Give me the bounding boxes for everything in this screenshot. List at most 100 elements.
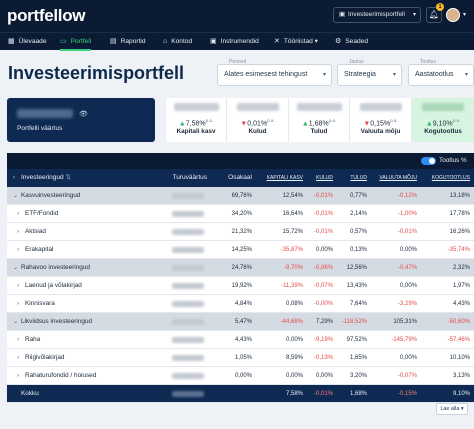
table-row[interactable]: › Erakapital 14,25% -35,87% 0,00% 0,13% 0,00% -… [7,241,474,259]
return-percent-toggle[interactable] [421,157,436,165]
chevron-down-icon: ▾ [460,406,464,412]
cell-capital: -9,70% [283,265,303,271]
nav-item-tooriistad[interactable]: ✕ Tööriistad ▾ [274,38,318,45]
table-row[interactable]: › Laenud ja võlakirjad 19,92% -11,39% -0,07%… [7,277,474,295]
chevron-right-icon[interactable]: › [17,337,19,343]
chevron-down-icon: ▾ [392,72,396,78]
notifications-button[interactable]: 🔔︎ [426,7,442,23]
cell-share: 5,47% [234,319,252,325]
cell-income: -118,52% [341,319,367,325]
cell-fx: -0,15% [397,391,417,397]
portfolio-value-label: Portfelli väärtus [17,125,63,132]
cell-income: 0,77% [349,193,367,199]
cell-costs: -0,01% [313,229,333,235]
page-title: Investeerimisportfell [8,63,185,83]
cell-share [212,385,252,403]
cell-costs: -9,19% [313,337,333,343]
sort-icon: ⇅ [65,174,71,181]
nav-item-kontod[interactable]: ⌂ Kontod [163,38,193,45]
cell-capital: 8,59% [285,355,303,361]
cell-share: 24,76% [231,265,252,271]
cell-fx: -145,79% [391,337,417,343]
header-total-return[interactable]: KOGUTOOTLUS [431,175,470,181]
row-name: Riigivõlakirjad [25,354,65,361]
hidden-market-value [172,193,204,199]
cell-total: -35,74% [447,247,470,253]
hidden-market-value [172,337,204,343]
eye-icon[interactable]: 👁︎ [79,111,88,118]
download-button[interactable]: Lae alla ▾ [436,403,468,415]
document-icon: ▣ [210,38,217,45]
table-group-row[interactable]: ⌄ Likviidsus investeeringud 5,47% -44,68% 7,… [7,313,474,331]
table-row[interactable]: › Riigivõlakirjad 1,05% 8,59% -0,13% 1,65% 0,0… [7,349,474,367]
cell-share: 4,43% [234,337,252,343]
stat-capital-growth: ▲7,58%p.a. Kapitali kasv [166,98,227,142]
header-capital-growth[interactable]: KAPITALI KASV [266,175,303,181]
nav-item-raportid[interactable]: ▤ Raportid [110,38,146,45]
stat-income: ▲1,68%p.a. Tulud [289,98,350,142]
chevron-down-icon[interactable]: ⌄ [13,193,19,199]
nav-item-seaded[interactable]: ⚙ Seaded [335,38,369,45]
table-row[interactable]: › Raha 4,43% 0,00% -9,19% 97,52% -145,79% -57,4… [7,331,474,349]
chevron-right-icon[interactable]: › [17,355,19,361]
header-income[interactable]: TULUD [350,175,367,181]
chevron-right-icon[interactable]: › [17,211,19,217]
cell-capital: -35,87% [280,247,303,253]
cell-share: 14,25% [231,247,252,253]
hidden-market-value [172,301,204,307]
table-row[interactable]: › Rahaturufondid / hoiused 0,00% 0,00% 0,00%… [7,367,474,385]
avatar[interactable] [446,8,460,22]
header-share[interactable]: Osakaal [228,174,252,181]
chevron-down-icon: ▾ [464,72,468,78]
table-group-row[interactable]: ⌄ Kasvuinvesteeringud 69,76% 12,54% -0,01% 0,… [7,187,474,205]
arrow-up-icon: ▲ [425,120,433,128]
cell-total: 17,78% [449,211,470,217]
nav-item-ulevaade[interactable]: ▦ Ülevaade [8,38,47,45]
cell-total: -50,60% [447,319,470,325]
gear-icon: ⚙ [335,38,342,45]
cell-share: 19,92% [231,283,252,289]
table-total-row[interactable]: Kokku 7,58% -0,01% 1,68% -0,15% 9,10% [7,385,474,403]
table-group-row[interactable]: ⌄ Rahavoo investeeringud 24,76% -9,70% -0,06… [7,259,474,277]
cell-capital: 16,64% [282,211,303,217]
chevron-down-icon[interactable]: ⌄ [13,265,19,271]
cell-capital: -11,39% [281,283,303,289]
cell-costs: 0,00% [315,247,333,253]
table-row[interactable]: › Aktsiad 21,32% 15,72% -0,01% 0,57% -0,01% 16,… [7,223,474,241]
return-percent-label: Tootlus % [439,157,467,164]
portfolio-select[interactable]: ▣ Investeerimisportfell ▾ [333,7,421,23]
app-logo[interactable]: portfellow [7,6,86,25]
return-type-select[interactable]: Aastatootlus ▾ [408,64,474,86]
header-market-value[interactable]: Turuväärtus [172,174,207,181]
cell-fx: -0,01% [397,229,417,235]
nav-item-portfell[interactable]: ▭ Portfell [60,33,92,51]
chevron-right-icon[interactable]: › [17,247,19,253]
header-investments[interactable]: › Investeeringud ⇅ [13,169,71,187]
breakdown-select[interactable]: Strateegia ▾ [337,64,402,86]
nav-item-instrumendid[interactable]: ▣ Instrumendid [210,38,259,45]
chevron-right-icon[interactable]: › [17,283,19,289]
chevron-down-icon[interactable]: ⌄ [13,319,19,325]
hidden-market-value [172,211,204,217]
chevron-right-icon[interactable]: › [17,301,19,307]
grid-icon: ▦ [8,38,15,45]
row-name: Raha [25,336,41,343]
header-costs[interactable]: KULUD [316,175,333,181]
portfolio-value-card: 👁︎ Portfelli väärtus [7,98,155,142]
filter-label-period: Periood [229,59,247,65]
header-fx-effect[interactable]: VALUUTA MÕJU [379,175,417,181]
chevron-down-icon: ▾ [314,38,318,45]
cell-income: 97,52% [346,337,367,343]
chevron-down-icon[interactable]: ▾ [463,12,467,18]
chevron-right-icon[interactable]: › [17,373,19,379]
cell-income: 3,20% [349,373,367,379]
chevron-down-icon: ▾ [412,12,416,18]
cell-income: 7,64% [349,301,367,307]
chevron-right-icon[interactable]: › [17,229,19,235]
table-row[interactable]: › Kinnisvara 4,84% 0,08% -0,00% 7,64% -3,29% 4,… [7,295,474,313]
notification-badge: 1 [436,3,444,11]
period-select[interactable]: Alates esimesest tehingust ▾ [217,64,332,86]
cell-fx: -1,00% [397,211,417,217]
hidden-market-value [172,355,204,361]
table-row[interactable]: › ETF/Fondid 34,20% 16,64% -0,01% 2,14% -1,00%… [7,205,474,223]
